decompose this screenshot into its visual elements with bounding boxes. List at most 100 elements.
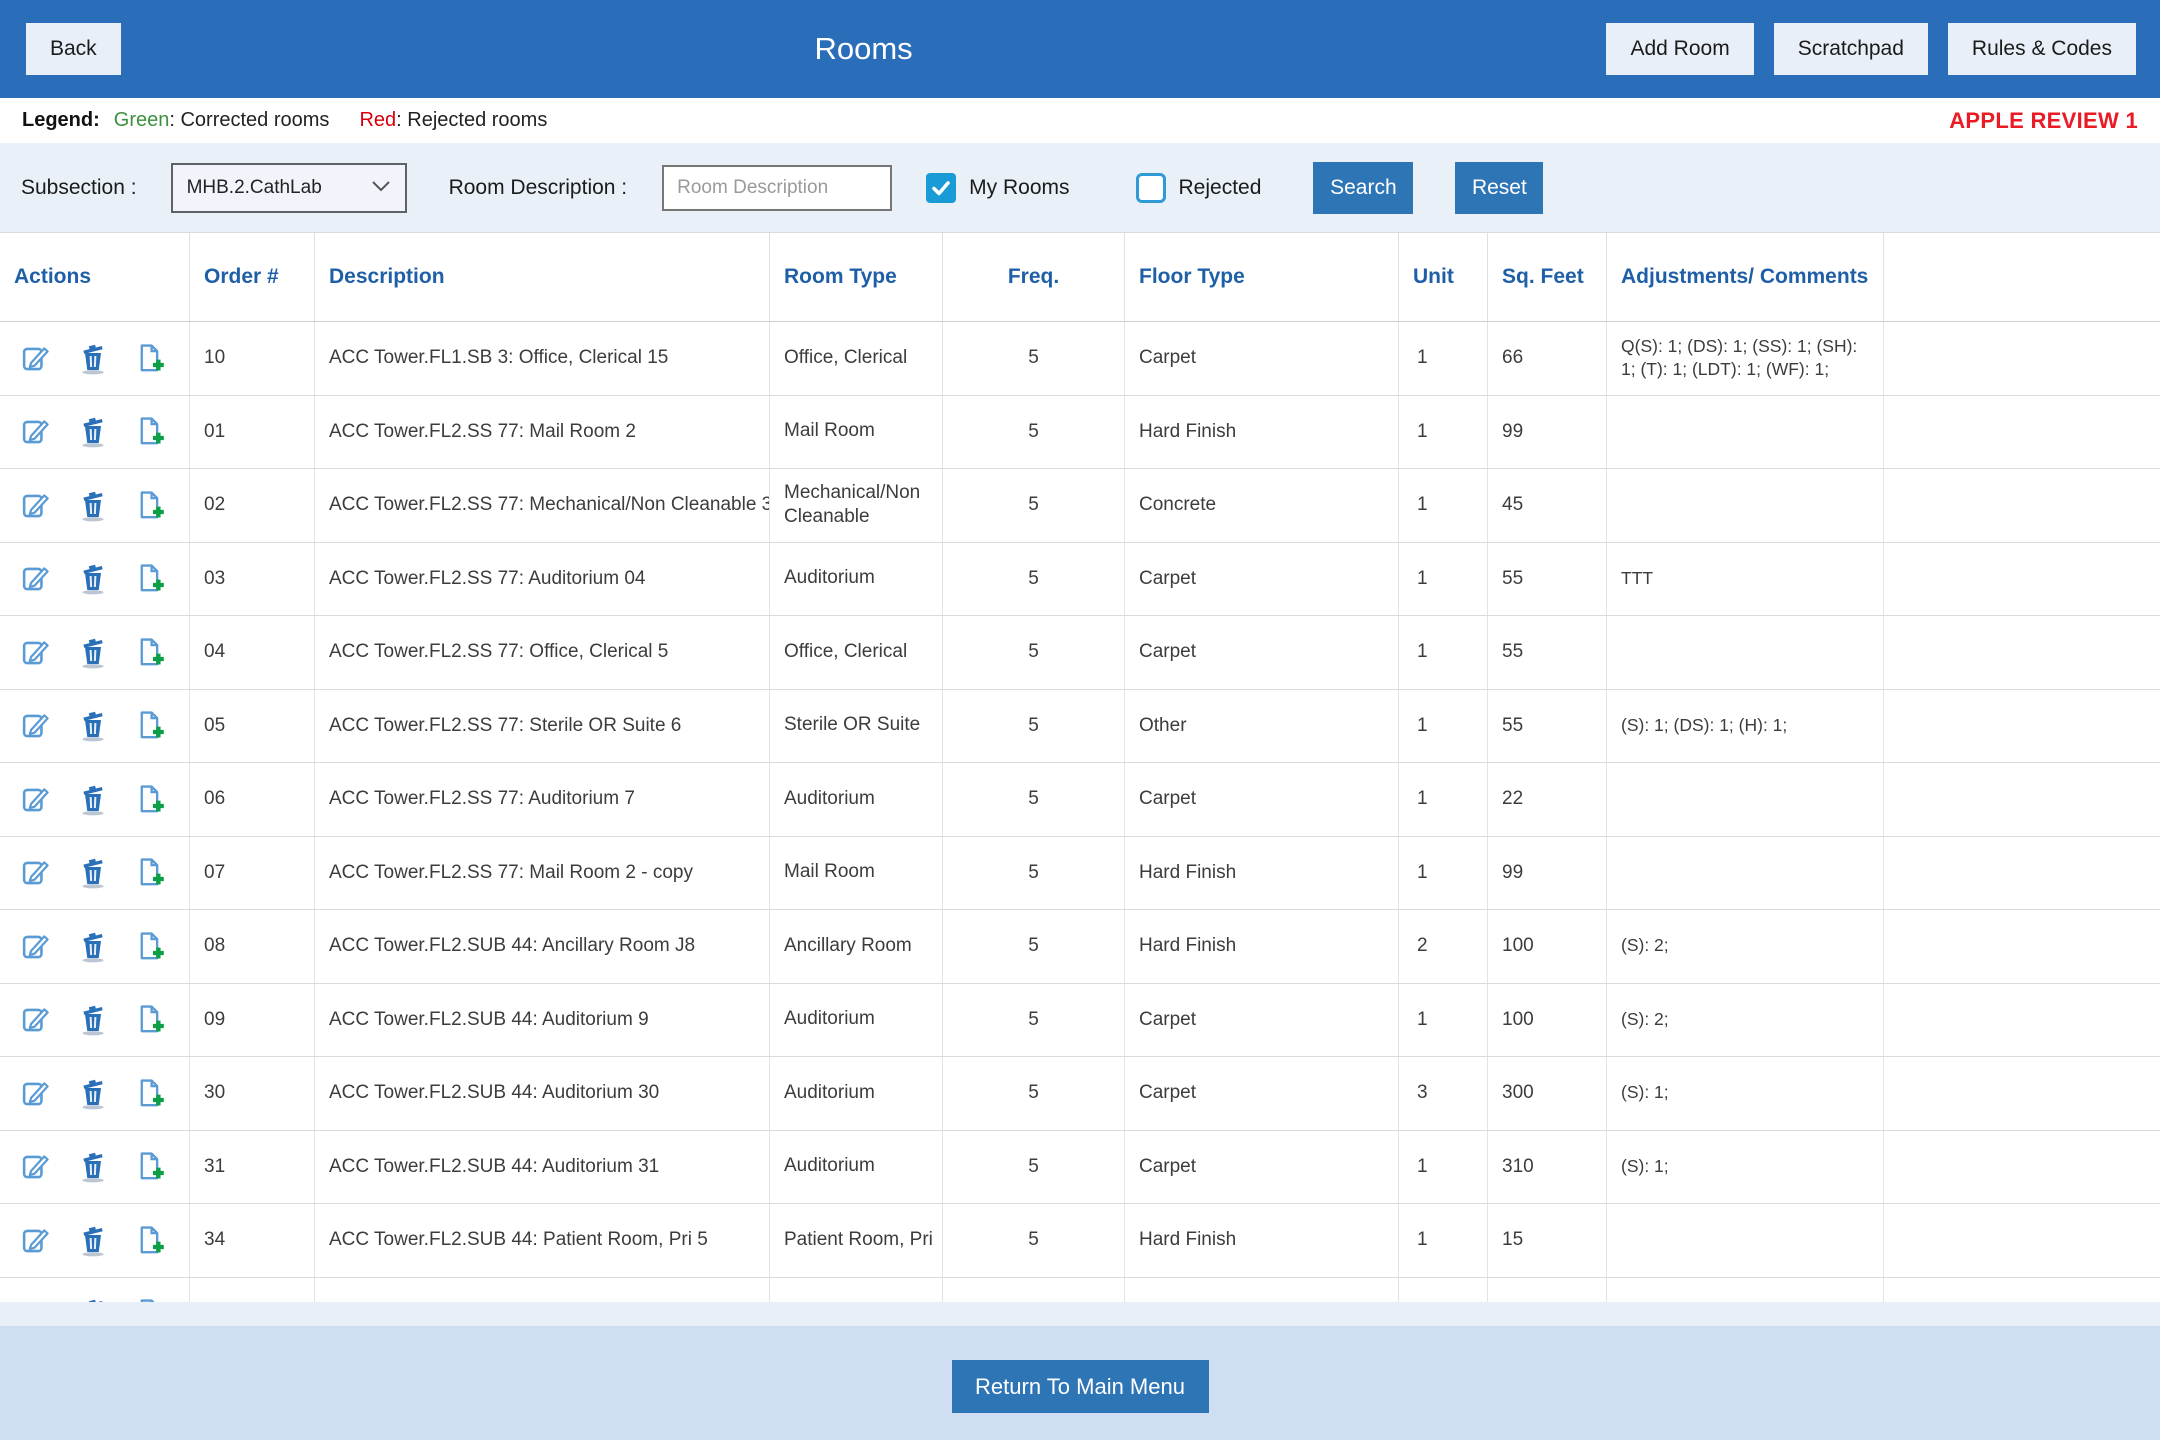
reset-button[interactable]: Reset (1455, 161, 1544, 214)
col-header-actions: Actions (0, 233, 190, 321)
trash-icon (82, 932, 104, 963)
delete-row-button[interactable] (78, 562, 108, 595)
col-header-floor-type: Floor Type (1125, 233, 1399, 321)
unit: 2 (1399, 910, 1488, 983)
table-row: 31 ACC Tower.FL2.SUB 44: Auditorium 31 A… (0, 1130, 2160, 1204)
edit-row-button[interactable] (20, 1004, 51, 1035)
copy-add-icon (140, 858, 164, 886)
delete-row-button[interactable] (78, 489, 108, 522)
copy-row-button[interactable] (135, 930, 167, 963)
room-description: ACC Tower.FL2.SUB 44: Ancillary Room J8 (315, 910, 770, 983)
copy-row-button[interactable] (135, 415, 167, 448)
edit-row-button[interactable] (20, 637, 51, 668)
room-description: ACC Tower.FL2.SS 77: Mail Room 2 - copy (315, 836, 770, 909)
edit-row-button[interactable] (20, 1151, 51, 1182)
edit-row-button[interactable] (20, 710, 51, 741)
delete-row-button[interactable] (78, 342, 108, 375)
subsection-select[interactable]: MHB.2.CathLab (170, 162, 407, 213)
table-row: 07 ACC Tower.FL2.SS 77: Mail Room 2 - co… (0, 836, 2160, 910)
footer-strip (0, 1302, 2160, 1326)
edit-row-button[interactable] (20, 857, 51, 888)
delete-row-button[interactable] (78, 856, 108, 889)
edit-row-button[interactable] (20, 416, 51, 447)
trash-icon (82, 417, 104, 448)
edit-row-button[interactable] (20, 490, 51, 521)
rules-codes-button[interactable]: Rules & Codes (1947, 23, 2136, 75)
edit-pencil-icon (22, 861, 49, 885)
trash-icon (82, 1079, 104, 1110)
delete-row-button[interactable] (78, 636, 108, 669)
edit-row-button[interactable] (20, 931, 51, 962)
delete-row-button[interactable] (78, 1003, 108, 1036)
empty-cell (1884, 322, 2160, 395)
row-actions (0, 542, 190, 615)
delete-row-button[interactable] (78, 783, 108, 816)
edit-pencil-icon (22, 1082, 49, 1106)
scratchpad-button[interactable]: Scratchpad (1773, 23, 1928, 75)
back-button[interactable]: Back (26, 23, 121, 75)
copy-row-button[interactable] (135, 1224, 167, 1257)
floor-type: Carpet (1125, 1057, 1399, 1130)
order-number: 31 (190, 1130, 315, 1203)
sq-feet: 300 (1488, 1057, 1607, 1130)
edit-row-button[interactable] (20, 1078, 51, 1109)
order-number: 01 (190, 395, 315, 468)
copy-row-button[interactable] (135, 709, 167, 742)
row-actions (0, 836, 190, 909)
return-main-menu-button[interactable]: Return To Main Menu (951, 1360, 1209, 1413)
row-actions (0, 689, 190, 762)
delete-row-button[interactable] (78, 930, 108, 963)
delete-row-button[interactable] (78, 709, 108, 742)
add-room-button[interactable]: Add Room (1606, 23, 1754, 75)
table-row: 06 ACC Tower.FL2.SS 77: Auditorium 7 Aud… (0, 763, 2160, 837)
delete-row-button[interactable] (78, 415, 108, 448)
copy-add-icon (140, 932, 164, 960)
row-actions (0, 763, 190, 836)
edit-row-button[interactable] (20, 563, 51, 594)
empty-cell (1884, 1204, 2160, 1277)
adjustments-comments: (S): 1; (1607, 1130, 1884, 1203)
copy-add-icon (140, 417, 164, 445)
copy-row-button[interactable] (135, 636, 167, 669)
edit-row-button[interactable] (20, 784, 51, 815)
frequency: 5 (943, 983, 1125, 1056)
table-row: 30 ACC Tower.FL2.SUB 44: Auditorium 30 A… (0, 1057, 2160, 1131)
copy-row-button[interactable] (135, 1003, 167, 1036)
copy-row-button[interactable] (135, 856, 167, 889)
copy-row-button[interactable] (135, 489, 167, 522)
edit-row-button[interactable] (20, 343, 51, 374)
copy-row-button[interactable] (135, 1150, 167, 1183)
unit: 1 (1399, 689, 1488, 762)
delete-row-button[interactable] (78, 1224, 108, 1257)
order-number: 34 (190, 1204, 315, 1277)
rejected-checkbox-group[interactable]: Rejected (1135, 172, 1261, 203)
my-rooms-checkbox[interactable] (926, 172, 957, 203)
copy-row-button[interactable] (135, 562, 167, 595)
frequency: 5 (943, 395, 1125, 468)
copy-add-icon (140, 491, 164, 519)
top-bar-actions: Add Room Scratchpad Rules & Codes (1606, 23, 2136, 75)
copy-row-button[interactable] (135, 1077, 167, 1110)
copy-row-button[interactable] (135, 783, 167, 816)
adjustments-comments: (S): 2; (1607, 910, 1884, 983)
unit: 1 (1399, 1277, 1488, 1303)
delete-row-button[interactable] (78, 1150, 108, 1183)
room-description-input[interactable] (662, 164, 893, 211)
trash-icon (82, 1005, 104, 1036)
room-description: ACC Tower.FL2.SS 77: Office, Clerical 5 (315, 616, 770, 689)
order-number: 10 (190, 322, 315, 395)
order-number: 03 (190, 542, 315, 615)
copy-row-button[interactable] (135, 342, 167, 375)
row-actions (0, 1204, 190, 1277)
search-button[interactable]: Search (1313, 161, 1414, 214)
rejected-checkbox[interactable] (1135, 172, 1166, 203)
empty-cell (1884, 1278, 2160, 1304)
sq-feet: 66 (1488, 322, 1607, 395)
my-rooms-checkbox-group[interactable]: My Rooms (926, 172, 1070, 203)
room-type: Patient Room, Pri (770, 1204, 943, 1277)
sq-feet: 15 (1488, 1204, 1607, 1277)
delete-row-button[interactable] (78, 1077, 108, 1110)
col-header-freq: Freq. (943, 233, 1125, 321)
edit-row-button[interactable] (20, 1225, 51, 1256)
floor-type: Carpet (1125, 322, 1399, 395)
